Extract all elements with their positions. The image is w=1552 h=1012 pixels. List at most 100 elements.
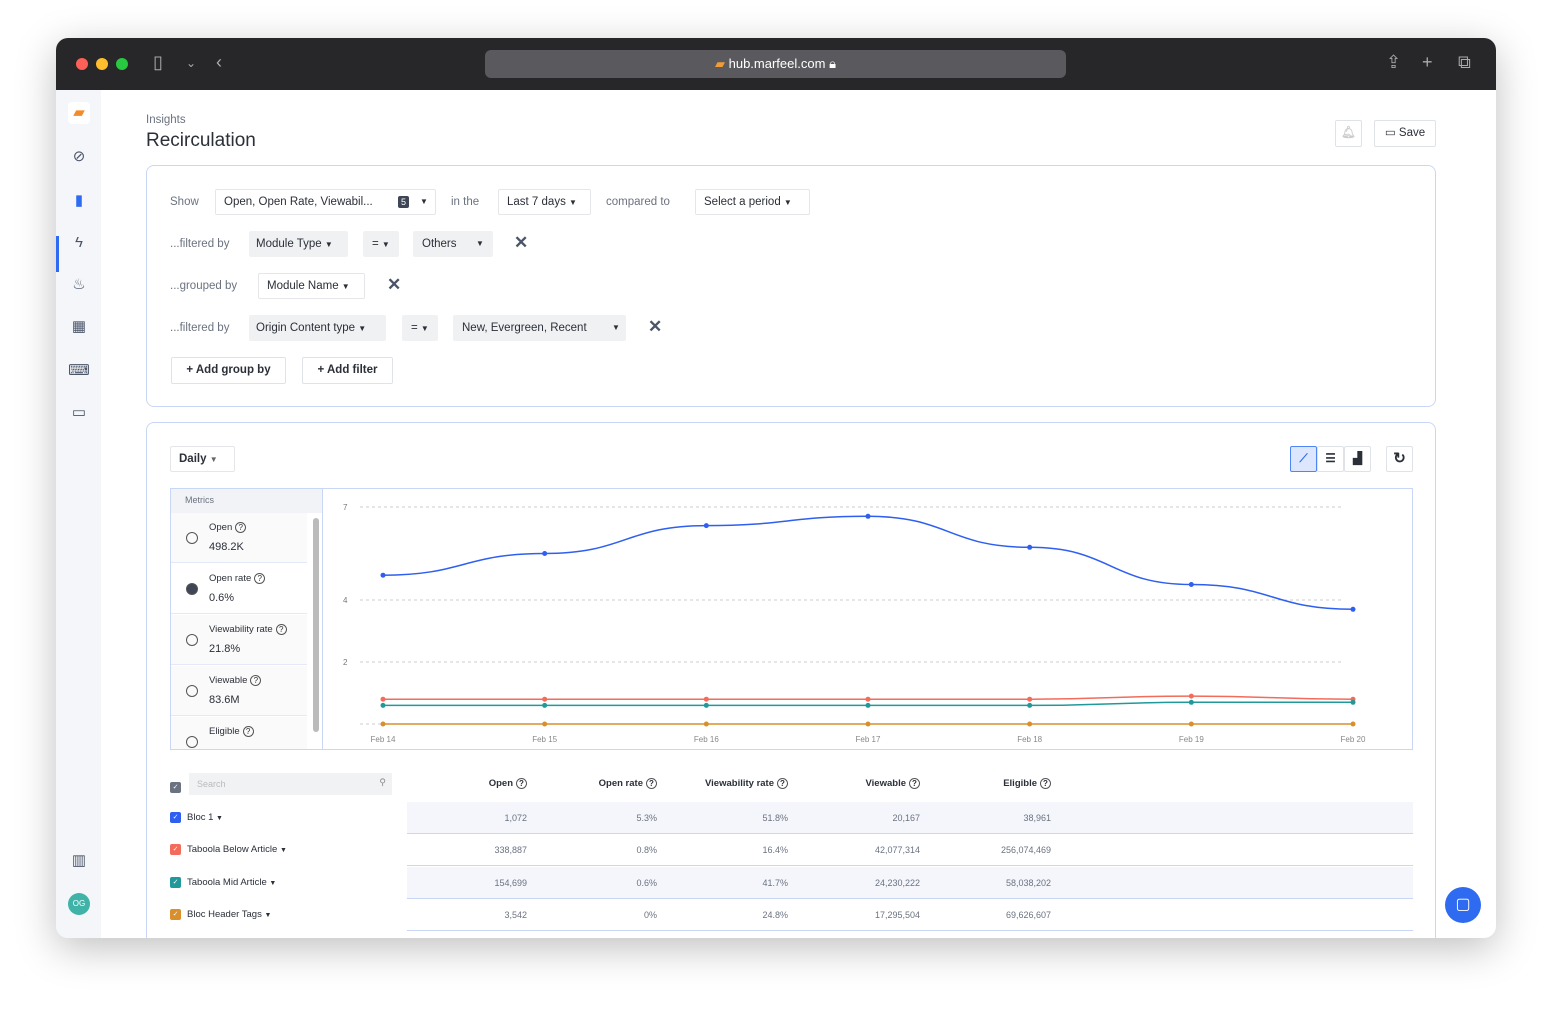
metric-item[interactable]: Eligible? [171, 717, 307, 749]
metric-radio[interactable] [186, 685, 198, 697]
filter1-field-select[interactable]: Module Type ▼ [249, 231, 348, 257]
new-tab-icon[interactable]: + [1422, 52, 1433, 72]
tabs-overview-icon[interactable]: ⧉ [1458, 52, 1471, 72]
chevron-down-icon: ▼ [569, 198, 577, 207]
metric-item[interactable]: Open rate? 0.6% [171, 564, 307, 614]
zoom-window-button[interactable] [116, 58, 128, 70]
refresh-button[interactable]: ↻ [1386, 446, 1413, 472]
table-row: 154,699 0.6% 41.7% 24,230,222 58,038,202 [407, 866, 1413, 899]
search-input[interactable]: Search ⚲ [189, 773, 392, 795]
help-icon[interactable]: ? [235, 522, 247, 533]
chat-button[interactable]: ▢ [1445, 887, 1481, 923]
row-checkbox[interactable]: ✓ [170, 812, 181, 823]
data-point [1188, 699, 1194, 705]
layout-icon[interactable]: ▦ [71, 318, 87, 335]
row-checkbox[interactable]: ✓ [170, 908, 181, 920]
help-icon[interactable]: ? [275, 624, 287, 635]
row-name: Bloc 1 [187, 812, 214, 824]
metric-item[interactable]: Viewability rate? 21.8% [171, 615, 307, 665]
building-icon[interactable]: ▥ [71, 852, 87, 869]
minimize-window-button[interactable] [96, 58, 108, 70]
row-label[interactable]: ✓ Taboola Mid Article ▼ [170, 876, 276, 888]
filter1-value-select[interactable]: Others ▼ [413, 231, 493, 257]
metrics-select[interactable]: Open, Open Rate, Viewabil... 5 ▼ [215, 189, 436, 215]
share-icon[interactable]: ⇪ [1386, 52, 1402, 72]
metric-radio[interactable] [186, 736, 198, 748]
data-point [865, 513, 871, 519]
area-chart-button[interactable]: ▟ [1344, 446, 1371, 472]
x-tick-label: Feb 16 [694, 735, 719, 744]
metric-value: 498.2K [209, 541, 244, 553]
add-filter-button[interactable]: + Add filter [302, 357, 393, 384]
analytics-icon[interactable]: ▮ [74, 192, 84, 209]
sidebar-toggle-icon[interactable]: ▯ [153, 52, 163, 72]
save-button[interactable]: ▭ Save [1374, 120, 1436, 147]
flame-icon[interactable]: ♨ [72, 276, 86, 293]
granularity-select[interactable]: Daily ▼ [170, 446, 235, 472]
column-header[interactable]: Eligible? [926, 778, 1051, 789]
column-header[interactable]: Open? [402, 778, 527, 789]
table-row: 1,072 5.3% 51.8% 20,167 38,961 [407, 802, 1413, 834]
row-checkbox[interactable]: ✓ [170, 844, 181, 856]
data-point [865, 702, 871, 708]
metric-value: 0.6% [209, 592, 235, 604]
line-chart-button[interactable]: ⟋ [1290, 446, 1317, 472]
data-point [1188, 693, 1194, 699]
compare-period-select[interactable]: Select a period ▼ [695, 189, 810, 215]
close-window-button[interactable] [76, 58, 88, 70]
remove-group-icon[interactable]: ✕ [387, 275, 402, 294]
add-group-by-button[interactable]: + Add group by [171, 357, 286, 384]
help-icon[interactable]: ? [242, 726, 254, 737]
help-icon[interactable]: ? [254, 573, 266, 584]
compass-icon[interactable]: ⊘ [72, 148, 86, 165]
url-text: hub.marfeel.com [728, 56, 826, 71]
help-icon[interactable]: ? [1040, 778, 1051, 789]
metric-radio[interactable] [186, 583, 198, 595]
bell-icon[interactable]: 🔔︎ [1335, 120, 1362, 147]
remove-filter2-icon[interactable]: ✕ [648, 317, 663, 336]
filter2-field-select[interactable]: Origin Content type ▼ [249, 315, 386, 341]
row-label[interactable]: ✓ Taboola Below Article ▼ [170, 844, 287, 855]
chevron-down-icon[interactable]: ⌄ [186, 56, 197, 70]
metric-radio[interactable] [186, 532, 198, 544]
metric-item[interactable]: Open? 498.2K [171, 513, 307, 563]
search-placeholder: Search [197, 779, 226, 789]
column-header[interactable]: Open rate? [532, 778, 657, 789]
metric-radio[interactable] [186, 634, 198, 646]
metrics-scrollbar[interactable] [313, 518, 319, 732]
select-all-checkbox[interactable]: ✓ [170, 779, 187, 797]
metric-item[interactable]: Viewable? 83.6M [171, 666, 307, 716]
period-select[interactable]: Last 7 days ▼ [498, 189, 591, 215]
marfeel-logo[interactable]: ▰ [68, 102, 90, 124]
back-icon[interactable]: ‹ [216, 52, 222, 72]
row-label[interactable]: ✓ Bloc Header Tags ▼ [170, 908, 271, 920]
chevron-down-icon: ▼ [420, 197, 428, 206]
code-icon[interactable]: ⌨ [68, 362, 90, 379]
caret-down-icon: ▼ [216, 815, 223, 823]
breadcrumb[interactable]: Insights [146, 114, 186, 126]
folder-icon[interactable]: ▭ [71, 404, 87, 421]
compare-value: Select a period [704, 196, 781, 208]
address-bar[interactable]: ▰ hub.marfeel.com 🔒︎ [485, 50, 1066, 78]
avatar[interactable]: OG [68, 893, 90, 915]
filter2-operator-select[interactable]: = ▼ [402, 315, 438, 341]
help-icon[interactable]: ? [250, 675, 262, 686]
table-cell: 17,295,504 [874, 909, 920, 920]
help-icon[interactable]: ? [516, 778, 527, 789]
column-header[interactable]: Viewability rate? [663, 778, 788, 789]
help-icon[interactable]: ? [909, 778, 920, 789]
group-field-select[interactable]: Module Name ▼ [258, 273, 365, 299]
remove-filter1-icon[interactable]: ✕ [514, 233, 529, 252]
table-cell: 3,542 [504, 909, 527, 920]
column-header[interactable]: Viewable? [795, 778, 920, 789]
filter2-value-select[interactable]: New, Evergreen, Recent ▼ [453, 315, 626, 341]
filter1-operator-select[interactable]: = ▼ [363, 231, 399, 257]
help-icon[interactable]: ? [646, 778, 657, 789]
row-name: Bloc Header Tags [187, 908, 262, 920]
row-label[interactable]: ✓ Bloc 1 ▼ [170, 812, 223, 823]
row-checkbox[interactable]: ✓ [170, 876, 181, 888]
bar-chart-button[interactable]: ☰ [1317, 446, 1344, 472]
lightning-icon[interactable]: ϟ [75, 234, 83, 251]
metric-name: Open rate [209, 573, 252, 584]
help-icon[interactable]: ? [777, 778, 788, 789]
